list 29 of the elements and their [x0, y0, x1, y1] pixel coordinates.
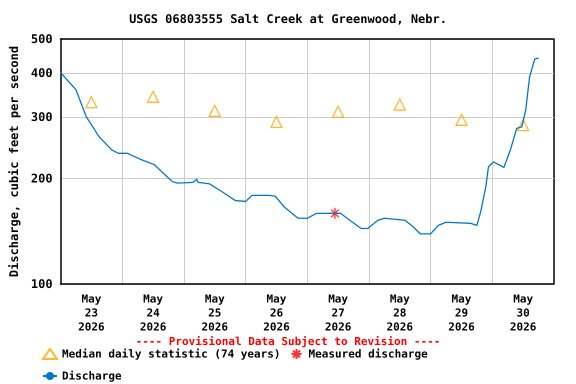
point	[146, 90, 160, 103]
x-tick-label: May 28 2026	[386, 292, 414, 334]
y-tick-label: 500	[30, 32, 53, 46]
point	[208, 104, 221, 117]
y-tick-label: 100	[30, 277, 53, 291]
x-tick-label: May 30 2026	[510, 292, 537, 334]
line-series	[60, 57, 540, 235]
x-tick-label: May 23 2026	[78, 292, 106, 334]
point	[517, 118, 530, 132]
point	[85, 96, 98, 108]
legend-label: Median daily statistic (74 years)	[62, 348, 281, 360]
y-tick-label: 400	[30, 66, 53, 80]
legend-label: Measured discharge	[308, 348, 428, 360]
y-axis-title: Discharge, cubic feet per second	[7, 46, 21, 278]
x-tick-label: May 25 2026	[202, 292, 228, 334]
point	[332, 106, 344, 118]
chart-title: USGS 06803555 Salt Creek at Greenwood, Nebr.	[129, 12, 447, 26]
legend-label: Discharge	[62, 370, 122, 382]
text: ---- Provisional Data Subject to Revision ----	[136, 335, 440, 348]
x-tick-label: May 26 2026	[263, 292, 290, 334]
x-tick-label: May 29 2026	[448, 292, 476, 334]
x-tick-label: May 24 2026	[140, 292, 167, 334]
x-tick-label: May 27 2026	[324, 292, 352, 334]
point	[455, 114, 468, 126]
y-tick-label: 300	[30, 110, 53, 124]
y-tick-label: 200	[30, 171, 53, 186]
point	[394, 98, 406, 111]
point	[328, 207, 342, 220]
point	[270, 116, 283, 128]
